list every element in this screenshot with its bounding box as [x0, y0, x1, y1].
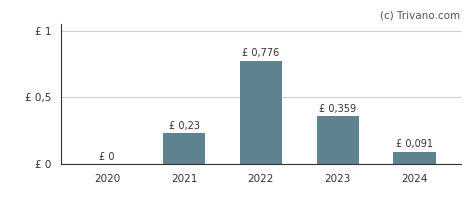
Text: £ 0,776: £ 0,776: [242, 48, 280, 58]
Text: £ 0,23: £ 0,23: [169, 121, 200, 131]
Text: (c) Trivano.com: (c) Trivano.com: [381, 10, 461, 20]
Text: £ 0,359: £ 0,359: [319, 104, 356, 114]
Bar: [317, 116, 359, 164]
Bar: [393, 152, 436, 164]
Text: £ 0,091: £ 0,091: [396, 139, 433, 149]
Bar: [240, 61, 282, 164]
Bar: [163, 133, 205, 164]
Text: £ 0: £ 0: [100, 152, 115, 162]
